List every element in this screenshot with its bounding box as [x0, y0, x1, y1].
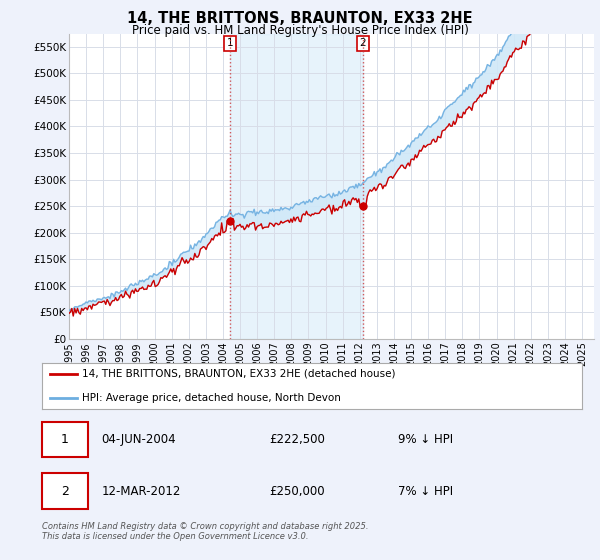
Text: HPI: Average price, detached house, North Devon: HPI: Average price, detached house, Nort… [83, 393, 341, 403]
Text: 2: 2 [61, 484, 69, 498]
Text: £250,000: £250,000 [269, 484, 325, 498]
Text: Contains HM Land Registry data © Crown copyright and database right 2025.
This d: Contains HM Land Registry data © Crown c… [42, 522, 368, 542]
Text: 1: 1 [61, 433, 69, 446]
Text: 14, THE BRITTONS, BRAUNTON, EX33 2HE (detached house): 14, THE BRITTONS, BRAUNTON, EX33 2HE (de… [83, 369, 396, 379]
Text: £222,500: £222,500 [269, 433, 325, 446]
FancyBboxPatch shape [42, 422, 88, 457]
Text: 9% ↓ HPI: 9% ↓ HPI [398, 433, 454, 446]
Text: 14, THE BRITTONS, BRAUNTON, EX33 2HE: 14, THE BRITTONS, BRAUNTON, EX33 2HE [127, 11, 473, 26]
Text: Price paid vs. HM Land Registry's House Price Index (HPI): Price paid vs. HM Land Registry's House … [131, 24, 469, 37]
Text: 7% ↓ HPI: 7% ↓ HPI [398, 484, 454, 498]
Text: 1: 1 [227, 38, 233, 48]
Text: 12-MAR-2012: 12-MAR-2012 [101, 484, 181, 498]
Bar [230, 34, 363, 339]
Text: 2: 2 [359, 38, 366, 48]
FancyBboxPatch shape [42, 473, 88, 508]
Text: 04-JUN-2004: 04-JUN-2004 [101, 433, 176, 446]
